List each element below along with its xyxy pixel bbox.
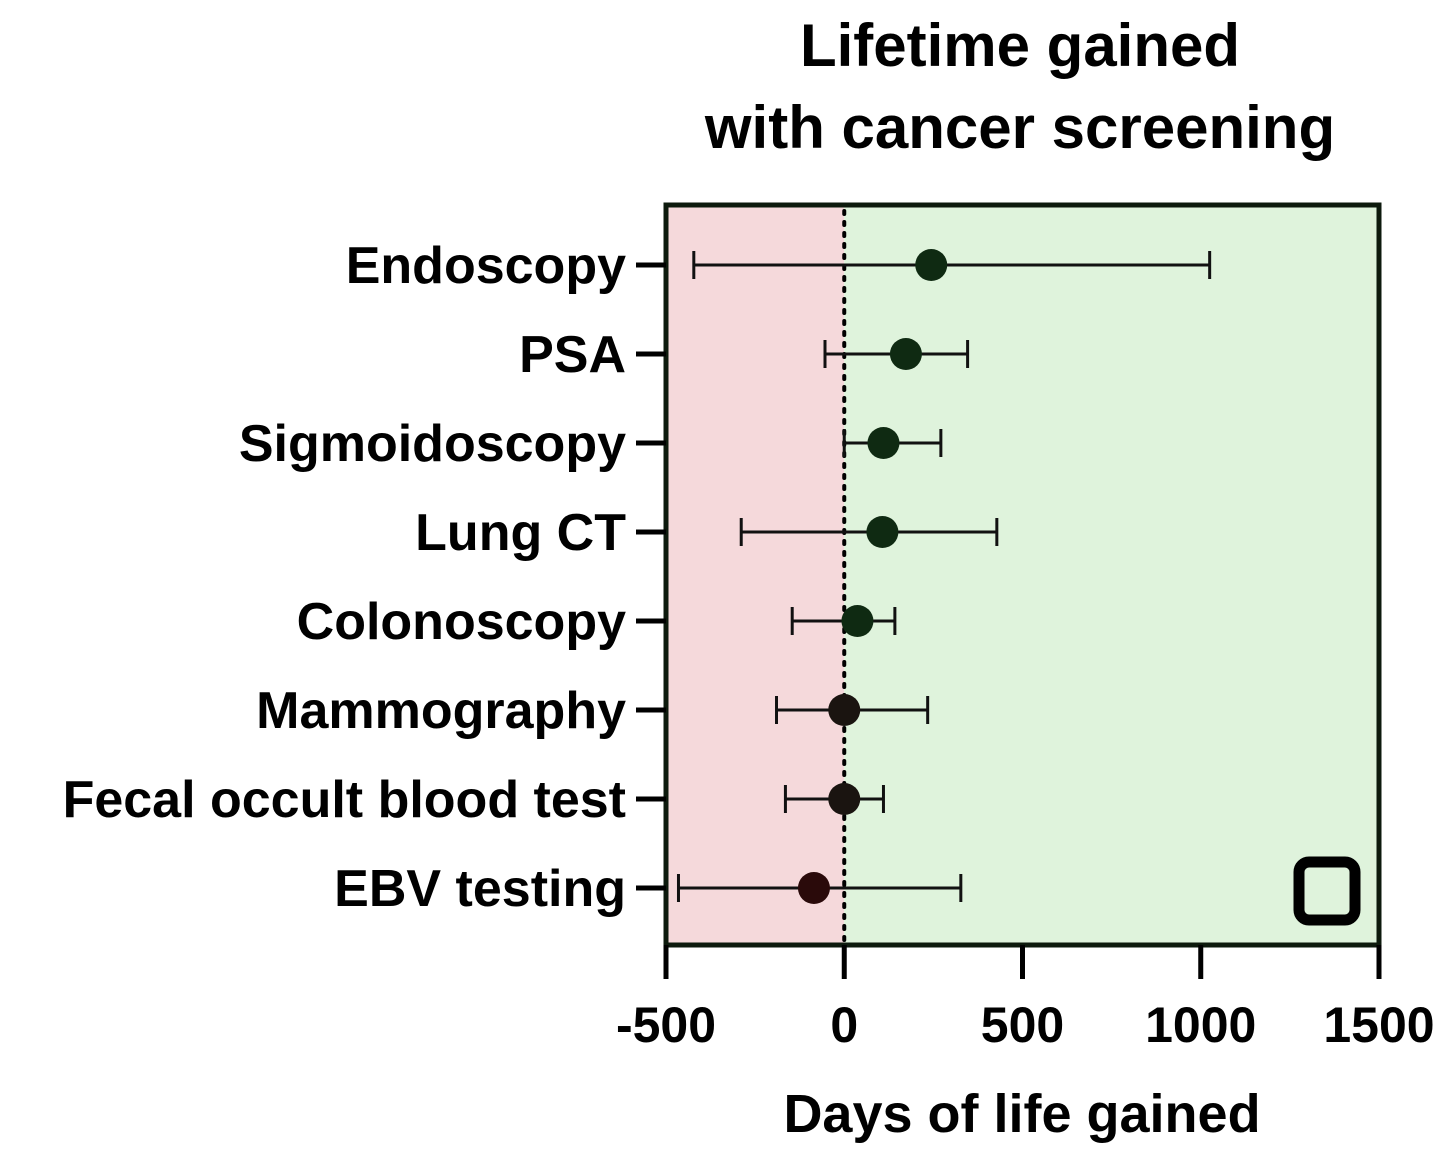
x-tick-label: 0: [830, 997, 858, 1053]
category-label-lung-ct: Lung CT: [415, 504, 626, 562]
negative-region: [666, 205, 845, 945]
point-estimate: [841, 605, 874, 637]
x-axis-title: Days of life gained: [783, 1084, 1260, 1144]
category-labels: Endoscopy PSA Sigmoidoscopy Lung CT Colo…: [63, 237, 627, 918]
category-label-psa: PSA: [519, 326, 626, 384]
point-estimate: [867, 427, 900, 459]
chart-title-line-2: with cancer screening: [704, 94, 1335, 161]
data-layer: [676, 249, 1212, 904]
point-estimate: [889, 338, 922, 370]
x-tick-label: 1500: [1323, 997, 1434, 1053]
x-tick-label: 1000: [1145, 997, 1256, 1053]
positive-region: [844, 205, 1379, 945]
point-estimate: [828, 694, 861, 726]
category-label-endoscopy: Endoscopy: [346, 237, 626, 295]
category-label-colonoscopy: Colonoscopy: [297, 593, 626, 651]
point-estimate: [866, 516, 899, 548]
x-tick-label: -500: [616, 997, 716, 1053]
chart-title-line-1: Lifetime gained: [800, 12, 1240, 79]
category-label-mammography: Mammography: [256, 682, 626, 740]
category-label-fecal-occult-blood-test: Fecal occult blood test: [63, 771, 626, 829]
point-estimate: [828, 783, 861, 815]
square-icon: [1293, 856, 1361, 926]
point-estimate: [915, 249, 948, 281]
category-label-ebv-testing: EBV testing: [334, 860, 626, 918]
x-tick-labels: -500 0 500 1000 1500: [616, 997, 1435, 1053]
point-estimate: [797, 872, 830, 904]
category-label-sigmoidoscopy: Sigmoidoscopy: [239, 415, 626, 473]
x-tick-label: 500: [981, 997, 1064, 1053]
